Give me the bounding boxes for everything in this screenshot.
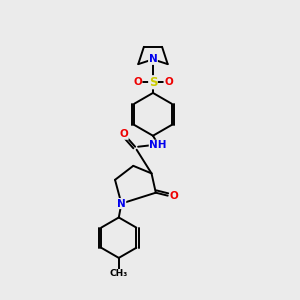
Text: O: O <box>133 77 142 87</box>
Text: S: S <box>149 76 157 89</box>
Text: O: O <box>119 129 128 139</box>
Text: CH₃: CH₃ <box>110 269 128 278</box>
Text: O: O <box>170 191 178 201</box>
Text: NH: NH <box>149 140 167 150</box>
Text: O: O <box>164 77 173 87</box>
Text: N: N <box>117 199 126 208</box>
Text: N: N <box>148 54 157 64</box>
